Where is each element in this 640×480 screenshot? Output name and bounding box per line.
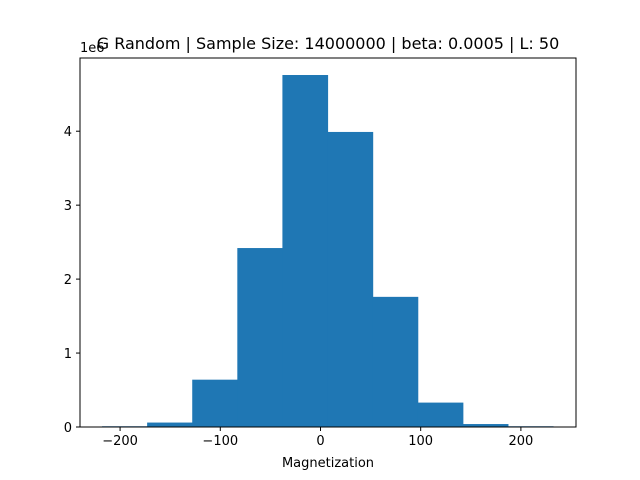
x-axis: −200 −100 0 100 200 (102, 427, 533, 449)
histogram-bar (372, 296, 419, 427)
x-axis-label: Magnetization (282, 456, 374, 471)
histogram-bar (237, 248, 284, 427)
x-tick-label: 100 (408, 434, 433, 449)
y-tick-label: 3 (64, 199, 72, 214)
y-tick-label: 0 (64, 421, 72, 436)
histogram-bar (462, 424, 509, 427)
histogram-bar (147, 422, 193, 427)
x-tick-label: −100 (202, 434, 238, 449)
histogram-bar (282, 75, 329, 427)
plot-frame (79, 57, 577, 428)
y-tick-label: 4 (64, 125, 72, 140)
y-offset-label: 1e6 (80, 41, 105, 56)
histogram-bar (192, 379, 238, 427)
histogram-bar (417, 402, 464, 427)
histogram-bar (327, 131, 374, 428)
bars-group (102, 75, 554, 428)
y-axis: 0 1 2 3 4 (64, 125, 80, 436)
x-tick-label: 200 (508, 434, 533, 449)
y-tick-label: 1 (64, 347, 72, 362)
y-tick-label: 2 (64, 273, 72, 288)
x-tick-label: 0 (316, 434, 324, 449)
chart-title: G Random | Sample Size: 14000000 | beta:… (97, 34, 560, 53)
x-tick-label: −200 (102, 434, 138, 449)
